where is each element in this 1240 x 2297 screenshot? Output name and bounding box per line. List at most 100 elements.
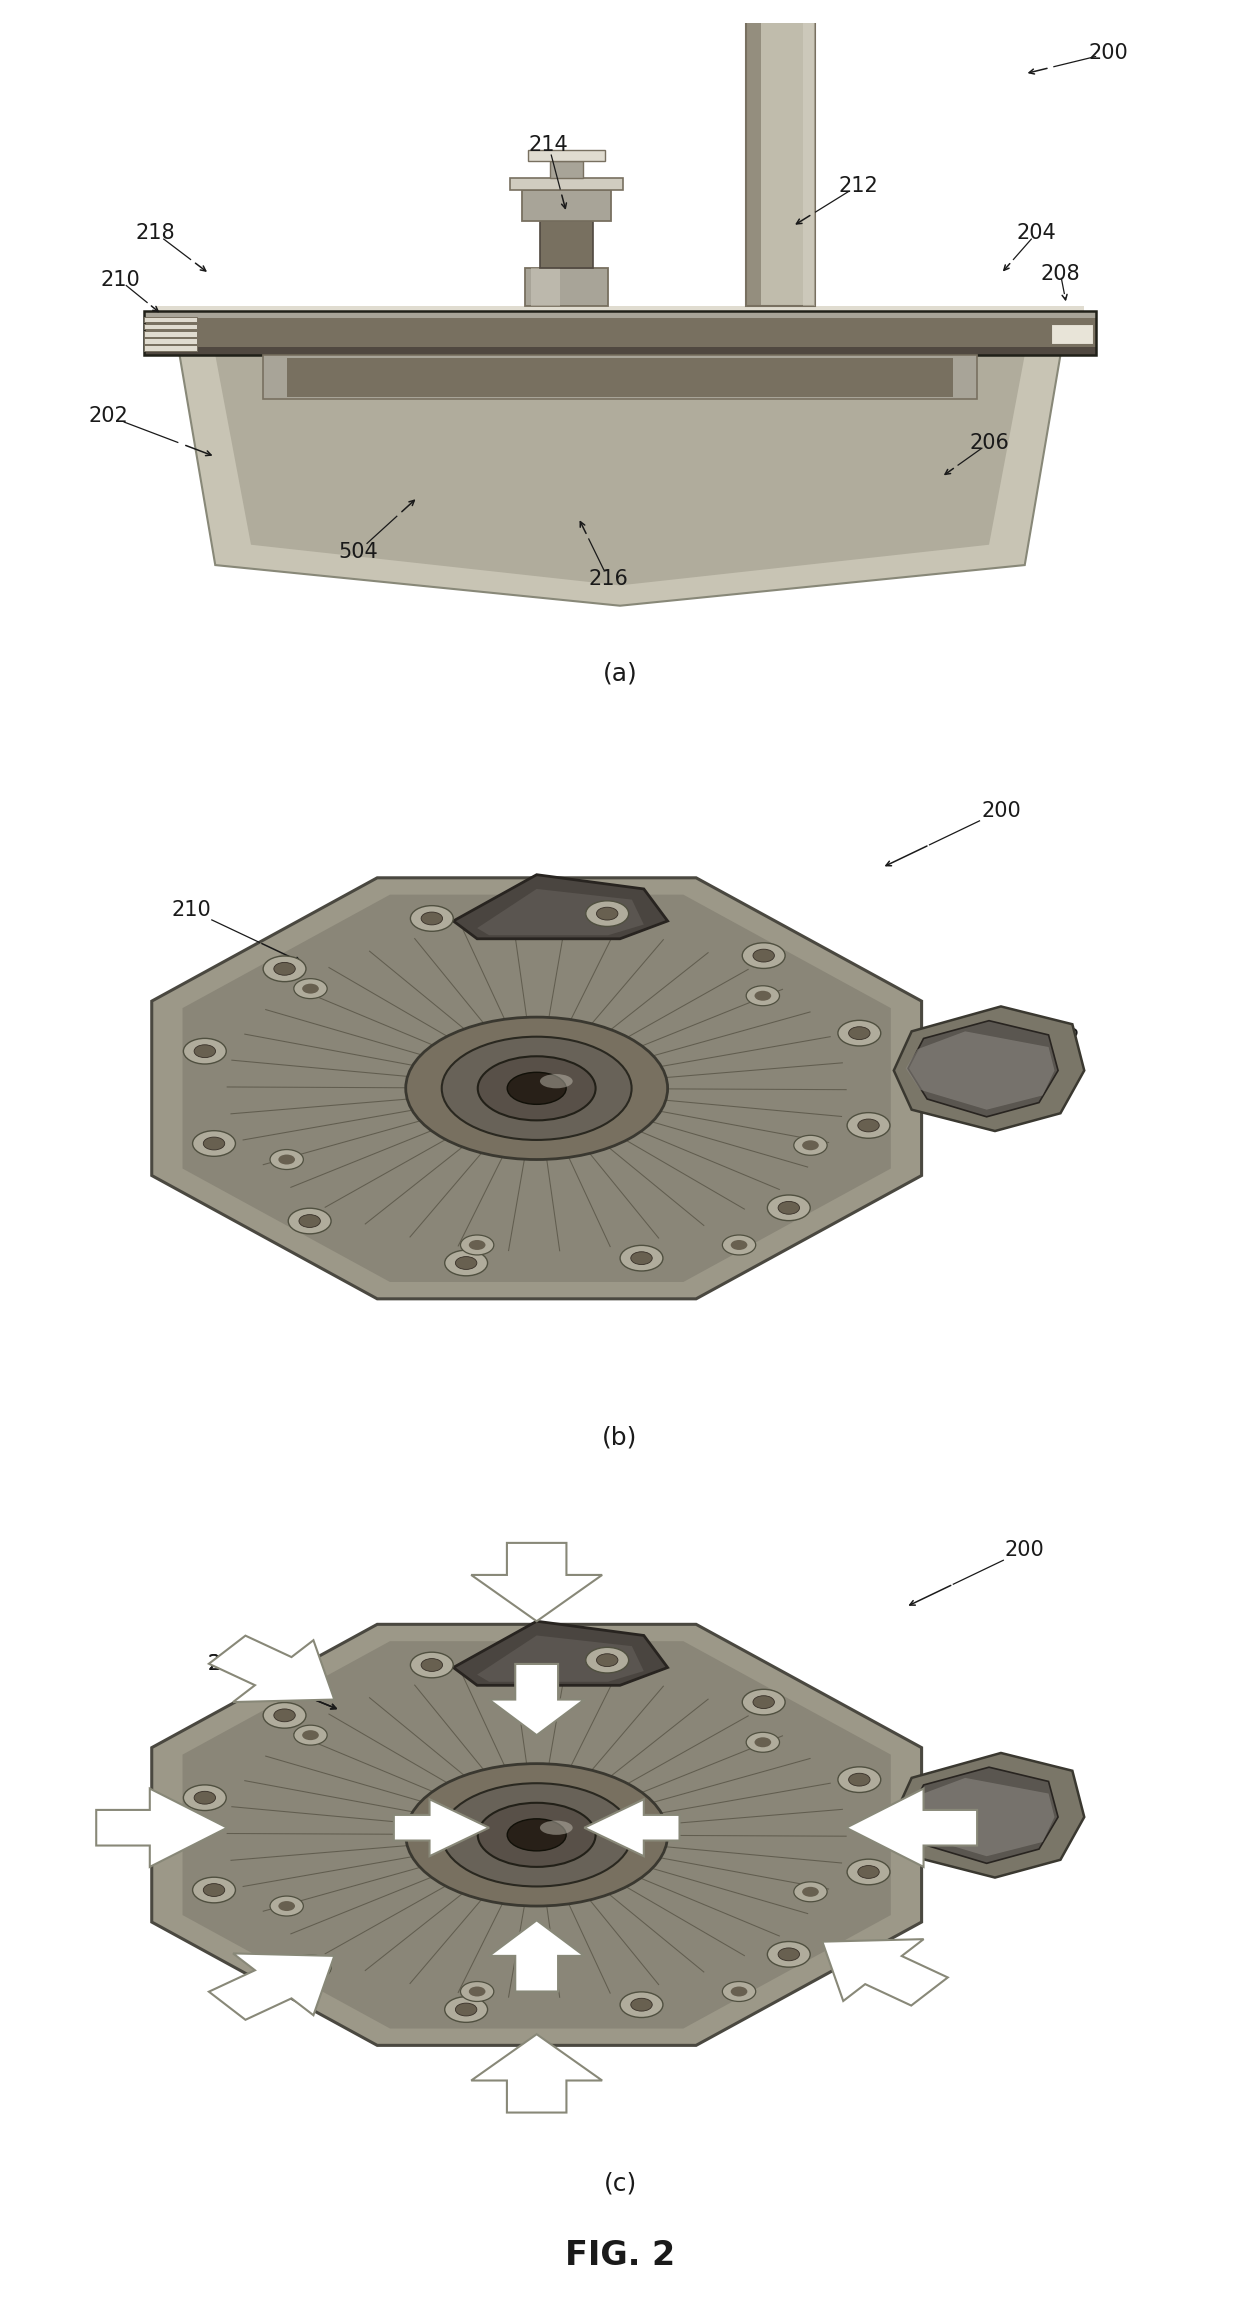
Circle shape (585, 900, 629, 926)
Circle shape (847, 1858, 890, 1886)
Bar (802, 0, 815, 306)
Circle shape (631, 1252, 652, 1266)
Polygon shape (454, 875, 667, 939)
Text: 216: 216 (588, 570, 627, 588)
Circle shape (631, 1998, 652, 2012)
Text: 206: 206 (970, 434, 1009, 453)
Ellipse shape (477, 1803, 595, 1867)
Circle shape (422, 1658, 443, 1672)
Circle shape (192, 1877, 236, 1902)
Text: 218: 218 (136, 223, 176, 243)
Circle shape (723, 1236, 755, 1254)
Text: 504: 504 (339, 542, 378, 560)
Bar (286, 358, 954, 397)
Text: 214: 214 (528, 136, 568, 154)
Text: 202: 202 (88, 407, 128, 425)
Circle shape (848, 1773, 870, 1787)
Bar (144, 317, 197, 322)
Circle shape (848, 1027, 870, 1041)
Circle shape (794, 1135, 827, 1155)
Circle shape (460, 1236, 494, 1254)
Polygon shape (208, 1635, 335, 1702)
Ellipse shape (507, 1819, 567, 1851)
Polygon shape (182, 1640, 890, 2028)
Circle shape (455, 2003, 477, 2017)
Polygon shape (908, 1020, 1058, 1116)
Bar (144, 319, 1096, 347)
Polygon shape (584, 1799, 680, 1856)
Text: 212: 212 (1040, 1029, 1080, 1047)
Text: 204: 204 (1017, 223, 1056, 243)
Circle shape (445, 1250, 487, 1275)
Circle shape (768, 1941, 810, 1966)
Circle shape (469, 1987, 486, 1996)
Polygon shape (894, 1006, 1084, 1130)
Text: FIG. 2: FIG. 2 (565, 2240, 675, 2272)
Polygon shape (477, 889, 644, 935)
Text: 210: 210 (100, 271, 140, 289)
Circle shape (274, 962, 295, 976)
Circle shape (294, 1725, 327, 1746)
Ellipse shape (539, 1822, 573, 1835)
Polygon shape (489, 1920, 584, 1991)
Circle shape (294, 979, 327, 999)
Text: (b): (b) (603, 1424, 637, 1449)
Circle shape (192, 1130, 236, 1155)
Bar (263, 356, 977, 400)
Ellipse shape (746, 0, 815, 16)
Circle shape (620, 1245, 663, 1270)
Polygon shape (471, 1544, 603, 1622)
Polygon shape (208, 1952, 335, 2019)
Circle shape (802, 1139, 818, 1151)
Polygon shape (454, 1622, 667, 1686)
Text: (c): (c) (604, 2171, 636, 2196)
Polygon shape (477, 1635, 644, 1681)
Circle shape (753, 949, 775, 962)
Bar (144, 347, 1096, 356)
Polygon shape (216, 356, 1024, 586)
Text: 200: 200 (981, 802, 1021, 820)
Circle shape (754, 990, 771, 1001)
Circle shape (274, 1709, 295, 1723)
Text: 200: 200 (1004, 1539, 1044, 1560)
Circle shape (195, 1792, 216, 1803)
Circle shape (746, 985, 780, 1006)
Text: 210: 210 (171, 900, 211, 921)
Circle shape (730, 1240, 748, 1250)
Circle shape (620, 1991, 663, 2017)
Text: 208: 208 (1040, 264, 1080, 285)
Circle shape (410, 1652, 454, 1677)
Ellipse shape (405, 1018, 667, 1160)
Circle shape (303, 983, 319, 995)
Circle shape (596, 907, 618, 921)
Text: 212: 212 (838, 175, 878, 195)
Circle shape (838, 1020, 880, 1045)
Circle shape (445, 1996, 487, 2021)
Bar (528, 149, 605, 161)
Ellipse shape (441, 1782, 631, 1886)
Circle shape (777, 1948, 800, 1962)
Circle shape (455, 1256, 477, 1270)
Circle shape (303, 1730, 319, 1741)
Circle shape (777, 1201, 800, 1215)
Bar (510, 179, 622, 191)
Bar (539, 221, 593, 269)
Circle shape (746, 1732, 780, 1753)
Polygon shape (471, 2035, 603, 2113)
Polygon shape (151, 1624, 921, 2044)
Ellipse shape (441, 1036, 631, 1139)
Polygon shape (97, 1789, 227, 1867)
Circle shape (184, 1785, 226, 1810)
Polygon shape (894, 1753, 1084, 1877)
Text: 210: 210 (207, 1654, 247, 1675)
Circle shape (730, 1987, 748, 1996)
Bar (531, 269, 560, 306)
Bar (746, 0, 761, 306)
Polygon shape (822, 1939, 947, 2005)
Circle shape (723, 1982, 755, 2001)
Circle shape (596, 1654, 618, 1668)
Circle shape (299, 1215, 320, 1227)
Circle shape (585, 1647, 629, 1672)
Circle shape (794, 1881, 827, 1902)
Bar (1052, 324, 1092, 345)
